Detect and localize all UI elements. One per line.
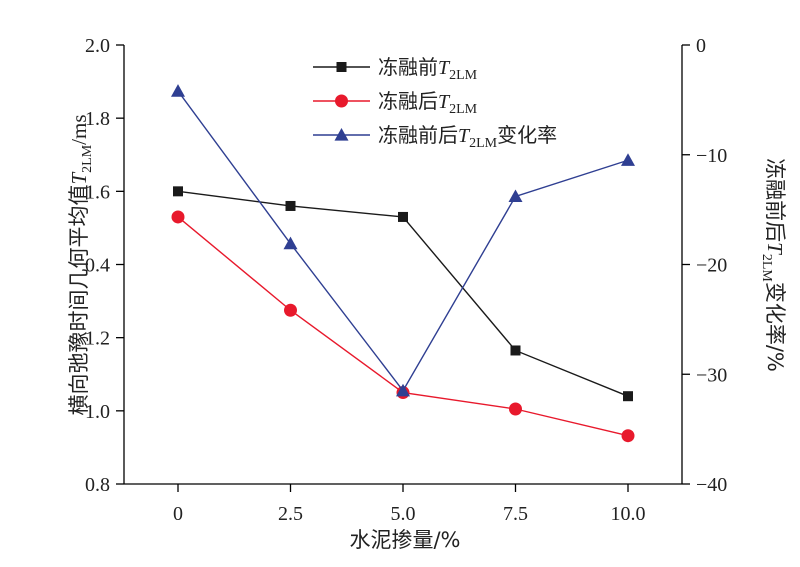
x-axis: 0 2.5 5.0 7.5 10.0 — [173, 484, 646, 525]
series-2-point — [621, 429, 635, 443]
legend-swatch-marker — [336, 62, 347, 72]
right-y-tick-label: −40 — [696, 474, 727, 496]
right-y-axis: −40 −30 −20 −10 0 — [682, 35, 727, 496]
x-tick-label: 10.0 — [611, 503, 646, 525]
right-y-axis-title-subscript: 2LM — [759, 254, 774, 283]
series-2-line — [177, 216, 629, 437]
x-tick-label: 5.0 — [391, 503, 416, 525]
series-3-point — [396, 383, 410, 397]
legend-entry: 冻融前后T2LM变化率 — [378, 123, 557, 151]
right-y-axis-title-symbol: T — [763, 242, 787, 255]
right-y-tick-label: −30 — [696, 364, 727, 386]
left-y-axis-title-suffix: /ms — [67, 114, 91, 144]
left-y-tick-label: 0.4 — [85, 255, 110, 277]
left-y-tick-label: 2.0 — [85, 35, 110, 57]
x-tick-label: 2.5 — [278, 503, 303, 525]
legend-entry: 冻融前T2LM — [378, 55, 478, 83]
left-y-axis-title-prefix: 横向弛豫时间几何平均值 — [67, 185, 91, 416]
series-2-point — [284, 303, 297, 317]
right-y-tick-label: −20 — [696, 255, 727, 277]
right-y-axis-title: 冻融前后T2LM变化率/% — [759, 158, 787, 372]
series-1 — [173, 186, 633, 402]
series-3 — [171, 84, 635, 397]
series-1-point — [623, 391, 633, 402]
x-axis-title: 水泥掺量/% — [349, 528, 460, 552]
series-2 — [171, 210, 635, 443]
left-y-tick-label: 1.2 — [85, 328, 110, 350]
x-tick-label: 0 — [173, 503, 183, 525]
right-y-tick-label: 0 — [696, 35, 706, 57]
series-layer — [171, 84, 635, 443]
series-3-point — [283, 236, 298, 250]
series-1-point — [285, 200, 296, 211]
left-y-tick-label: 1.6 — [85, 181, 110, 203]
series-1-line — [177, 190, 629, 397]
x-tick-label: 7.5 — [503, 503, 528, 525]
series-1-point — [510, 345, 521, 356]
legend: 冻融前T2LM 冻融后T2LM 冻融前后T2LM变化率 — [313, 55, 557, 151]
legend-entry: 冻融后T2LM — [378, 89, 478, 117]
series-1-point — [173, 186, 183, 197]
left-y-axis: 0.8 1.0 1.2 0.4 1.6 1.8 2.0 — [85, 35, 124, 496]
left-y-axis-title-subscript: 2LM — [80, 144, 95, 173]
series-2-point — [509, 402, 522, 416]
series-3-point — [508, 189, 523, 203]
series-1-point — [398, 211, 408, 222]
legend-swatch-marker — [334, 128, 349, 141]
legend-swatch-marker — [335, 94, 348, 108]
left-y-tick-label: 0.8 — [85, 474, 110, 496]
left-y-axis-title: 横向弛豫时间几何平均值T2LM/ms — [67, 114, 95, 415]
series-3-point — [621, 153, 635, 166]
series-3-point — [171, 84, 185, 97]
left-y-tick-label: 1.8 — [85, 108, 110, 130]
right-y-axis-title-suffix: 变化率/% — [763, 282, 787, 372]
right-y-tick-label: −10 — [696, 145, 727, 167]
left-y-tick-label: 1.0 — [85, 401, 110, 423]
series-2-point — [171, 210, 185, 224]
right-y-axis-title-prefix: 冻融前后 — [763, 158, 787, 242]
left-y-axis-title-symbol: T — [67, 172, 91, 185]
